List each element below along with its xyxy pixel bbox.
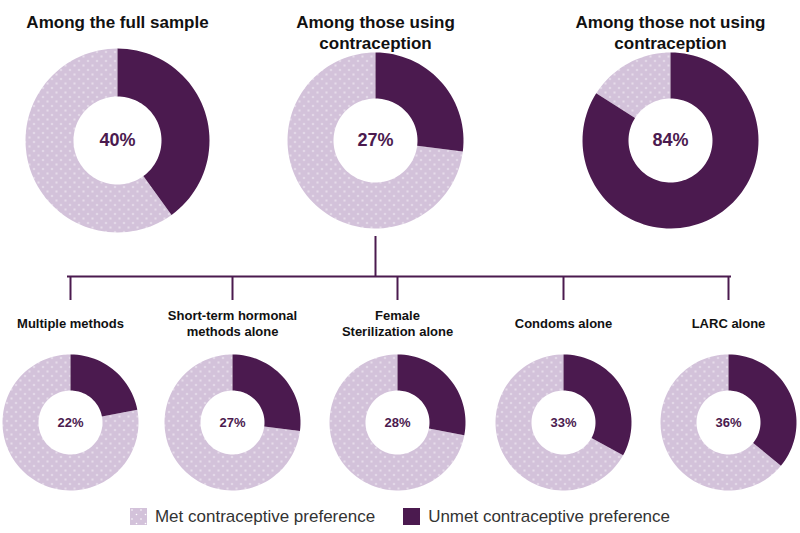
svg-text:Condoms alone: Condoms alone — [515, 316, 613, 331]
html-text:Unmet contraceptive preference: Unmet contraceptive preference — [428, 506, 670, 526]
svg-text:Multiple methods: Multiple methods — [17, 316, 124, 331]
svg-text:27%: 27% — [357, 130, 393, 150]
svg-text:22%: 22% — [57, 415, 83, 430]
svg-text:Among the full sample: Among the full sample — [26, 13, 208, 32]
html-text:Met contraceptive preference: Met contraceptive preference — [155, 506, 376, 526]
svg-text:LARC alone: LARC alone — [692, 316, 766, 331]
svg-text:Among those not usingcontracep: Among those not usingcontraception — [576, 13, 766, 53]
svg-text:84%: 84% — [652, 130, 688, 150]
svg-text:FemaleSterilization alone: FemaleSterilization alone — [342, 308, 453, 339]
svg-text:28%: 28% — [384, 415, 410, 430]
svg-text:Among those usingcontraception: Among those usingcontraception — [296, 13, 455, 53]
svg-text:33%: 33% — [550, 415, 576, 430]
svg-text:Short-term hormonalmethods alo: Short-term hormonalmethods alone — [168, 308, 297, 339]
svg-text:27%: 27% — [219, 415, 245, 430]
svg-text:40%: 40% — [99, 130, 135, 150]
svg-text:36%: 36% — [715, 415, 741, 430]
